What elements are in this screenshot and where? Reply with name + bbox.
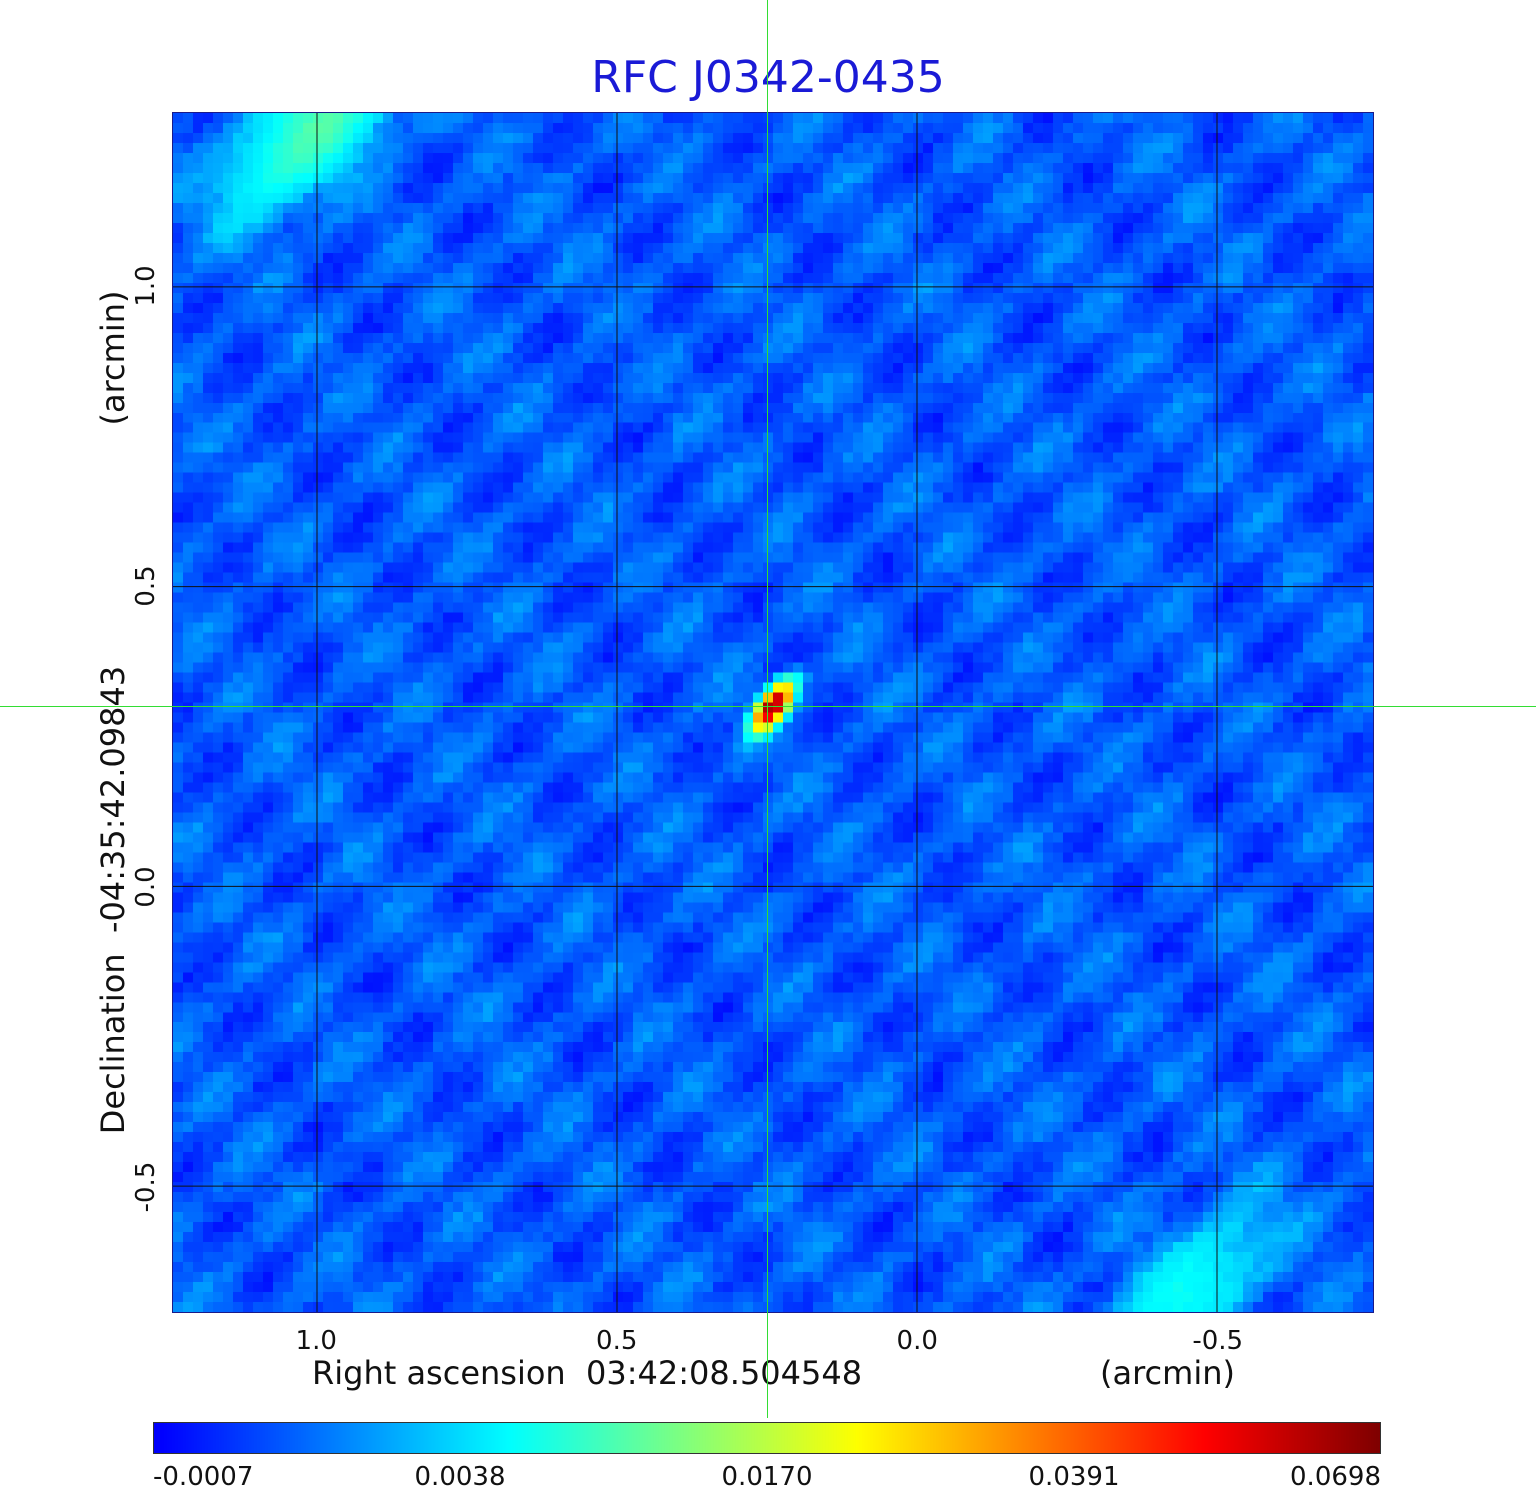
colorbar-tick-label: 0.0170 xyxy=(721,1462,813,1492)
chart-title: RFC J0342-0435 xyxy=(591,52,945,103)
heatmap-image[interactable] xyxy=(172,112,1374,1313)
y-tick-label: 0.0 xyxy=(131,865,161,908)
colorbar xyxy=(153,1422,1381,1454)
x-tick-label: -0.5 xyxy=(1192,1326,1244,1356)
x-axis-label: Right ascension 03:42:08.504548 xyxy=(312,1354,863,1392)
crosshair-horizontal xyxy=(0,706,1536,708)
grid-lines xyxy=(173,113,1373,1312)
y-axis-label: Declination -04:35:42.09843 xyxy=(94,665,132,1135)
x-tick-label: 1.0 xyxy=(295,1326,337,1356)
colorbar-tick-label: 0.0038 xyxy=(414,1462,506,1492)
x-tick-label: 0.0 xyxy=(896,1326,938,1356)
y-tick-label: -0.5 xyxy=(131,1161,161,1213)
colorbar-tick-label: 0.0698 xyxy=(1290,1462,1381,1492)
x-tick-label: 0.5 xyxy=(596,1326,638,1356)
y-tick-label: 1.0 xyxy=(131,265,161,307)
heatmap-canvas xyxy=(173,113,1373,1312)
colorbar-tick-label: -0.0007 xyxy=(153,1462,254,1492)
y-axis-unit: (arcmin) xyxy=(94,290,132,426)
y-tick-label: 0.5 xyxy=(131,565,161,608)
x-axis-unit: (arcmin) xyxy=(1100,1354,1235,1392)
colorbar-tick-label: 0.0391 xyxy=(1028,1462,1120,1492)
crosshair-vertical xyxy=(766,0,768,1418)
